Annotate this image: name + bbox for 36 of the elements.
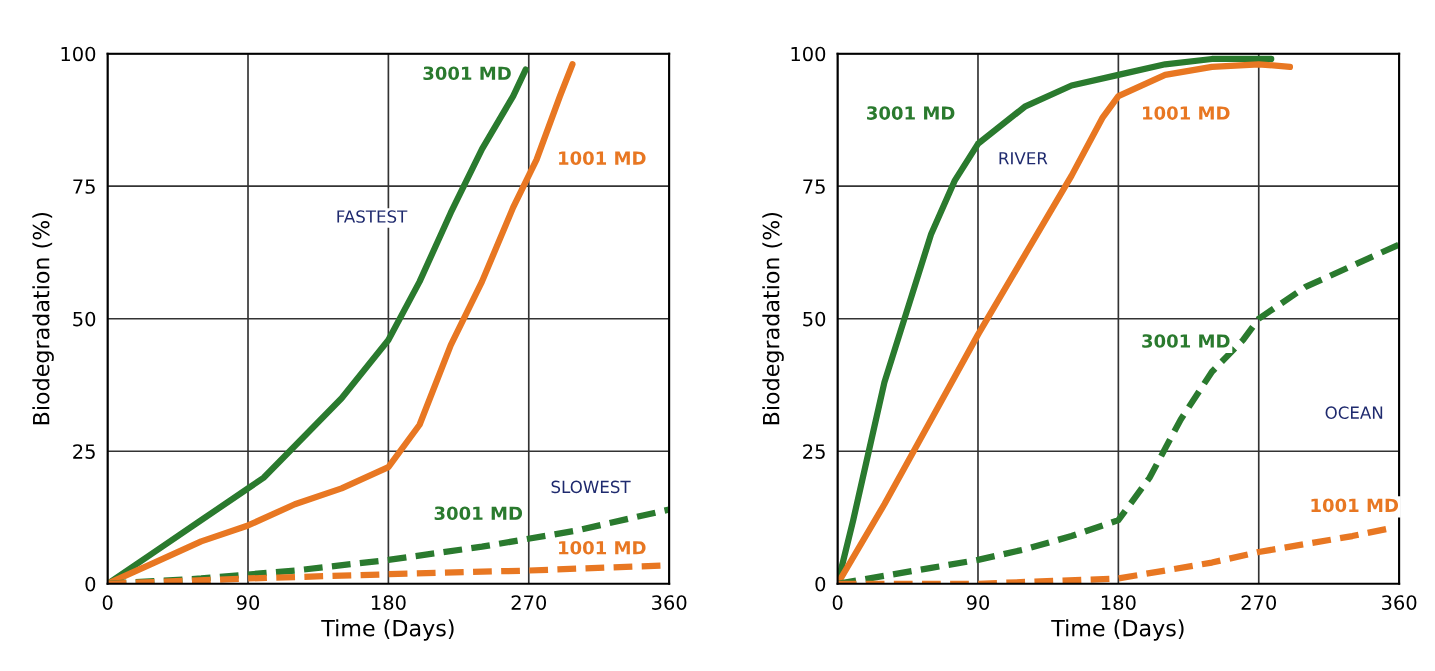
y-tick-label: 0 xyxy=(815,576,826,592)
y-tick-label: 75 xyxy=(73,179,95,194)
series-label: 1001 MD xyxy=(1143,106,1230,120)
y-axis-title: Biodegradation (%) xyxy=(762,212,784,425)
annotation: SLOWEST xyxy=(551,480,631,494)
series-label: 1001 MD xyxy=(559,540,646,555)
x-tick-label: 360 xyxy=(1382,595,1417,610)
y-tick-label: 100 xyxy=(791,46,826,62)
x-tick-label: 360 xyxy=(652,595,687,610)
series-label: 3001 MD xyxy=(1142,334,1230,348)
x-tick-label: 180 xyxy=(371,595,406,610)
x-axis-title: Time (Days) xyxy=(321,619,454,641)
y-tick-label: 100 xyxy=(61,46,96,62)
series-label: 3001 MD xyxy=(423,66,511,81)
y-tick-label: 25 xyxy=(803,444,825,459)
y-tick-label: 50 xyxy=(803,311,826,327)
y-tick-label: 0 xyxy=(85,576,96,592)
y-axis-title: Biodegradation (%) xyxy=(32,212,54,425)
series-label: 3001 MD xyxy=(434,506,523,521)
annotation: OCEAN xyxy=(1325,406,1383,419)
series-label: 1001 MD xyxy=(1311,498,1399,513)
x-tick-label: 0 xyxy=(102,595,113,610)
x-tick-label: 270 xyxy=(511,595,547,610)
series-label: 3001 MD xyxy=(867,106,955,120)
x-tick-label: 90 xyxy=(236,595,260,610)
x-tick-label: 270 xyxy=(1241,595,1277,610)
y-tick-label: 25 xyxy=(73,444,95,459)
series-label: 1001 MD xyxy=(559,151,646,165)
x-tick-label: 90 xyxy=(966,595,990,610)
x-axis-title: Time (Days) xyxy=(1051,619,1184,641)
annotation: RIVER xyxy=(999,152,1048,165)
annotation: FASTEST xyxy=(337,210,408,223)
y-tick-label: 75 xyxy=(803,179,825,194)
y-tick-label: 50 xyxy=(73,311,96,327)
x-tick-label: 180 xyxy=(1101,595,1136,610)
x-tick-label: 0 xyxy=(832,595,843,610)
